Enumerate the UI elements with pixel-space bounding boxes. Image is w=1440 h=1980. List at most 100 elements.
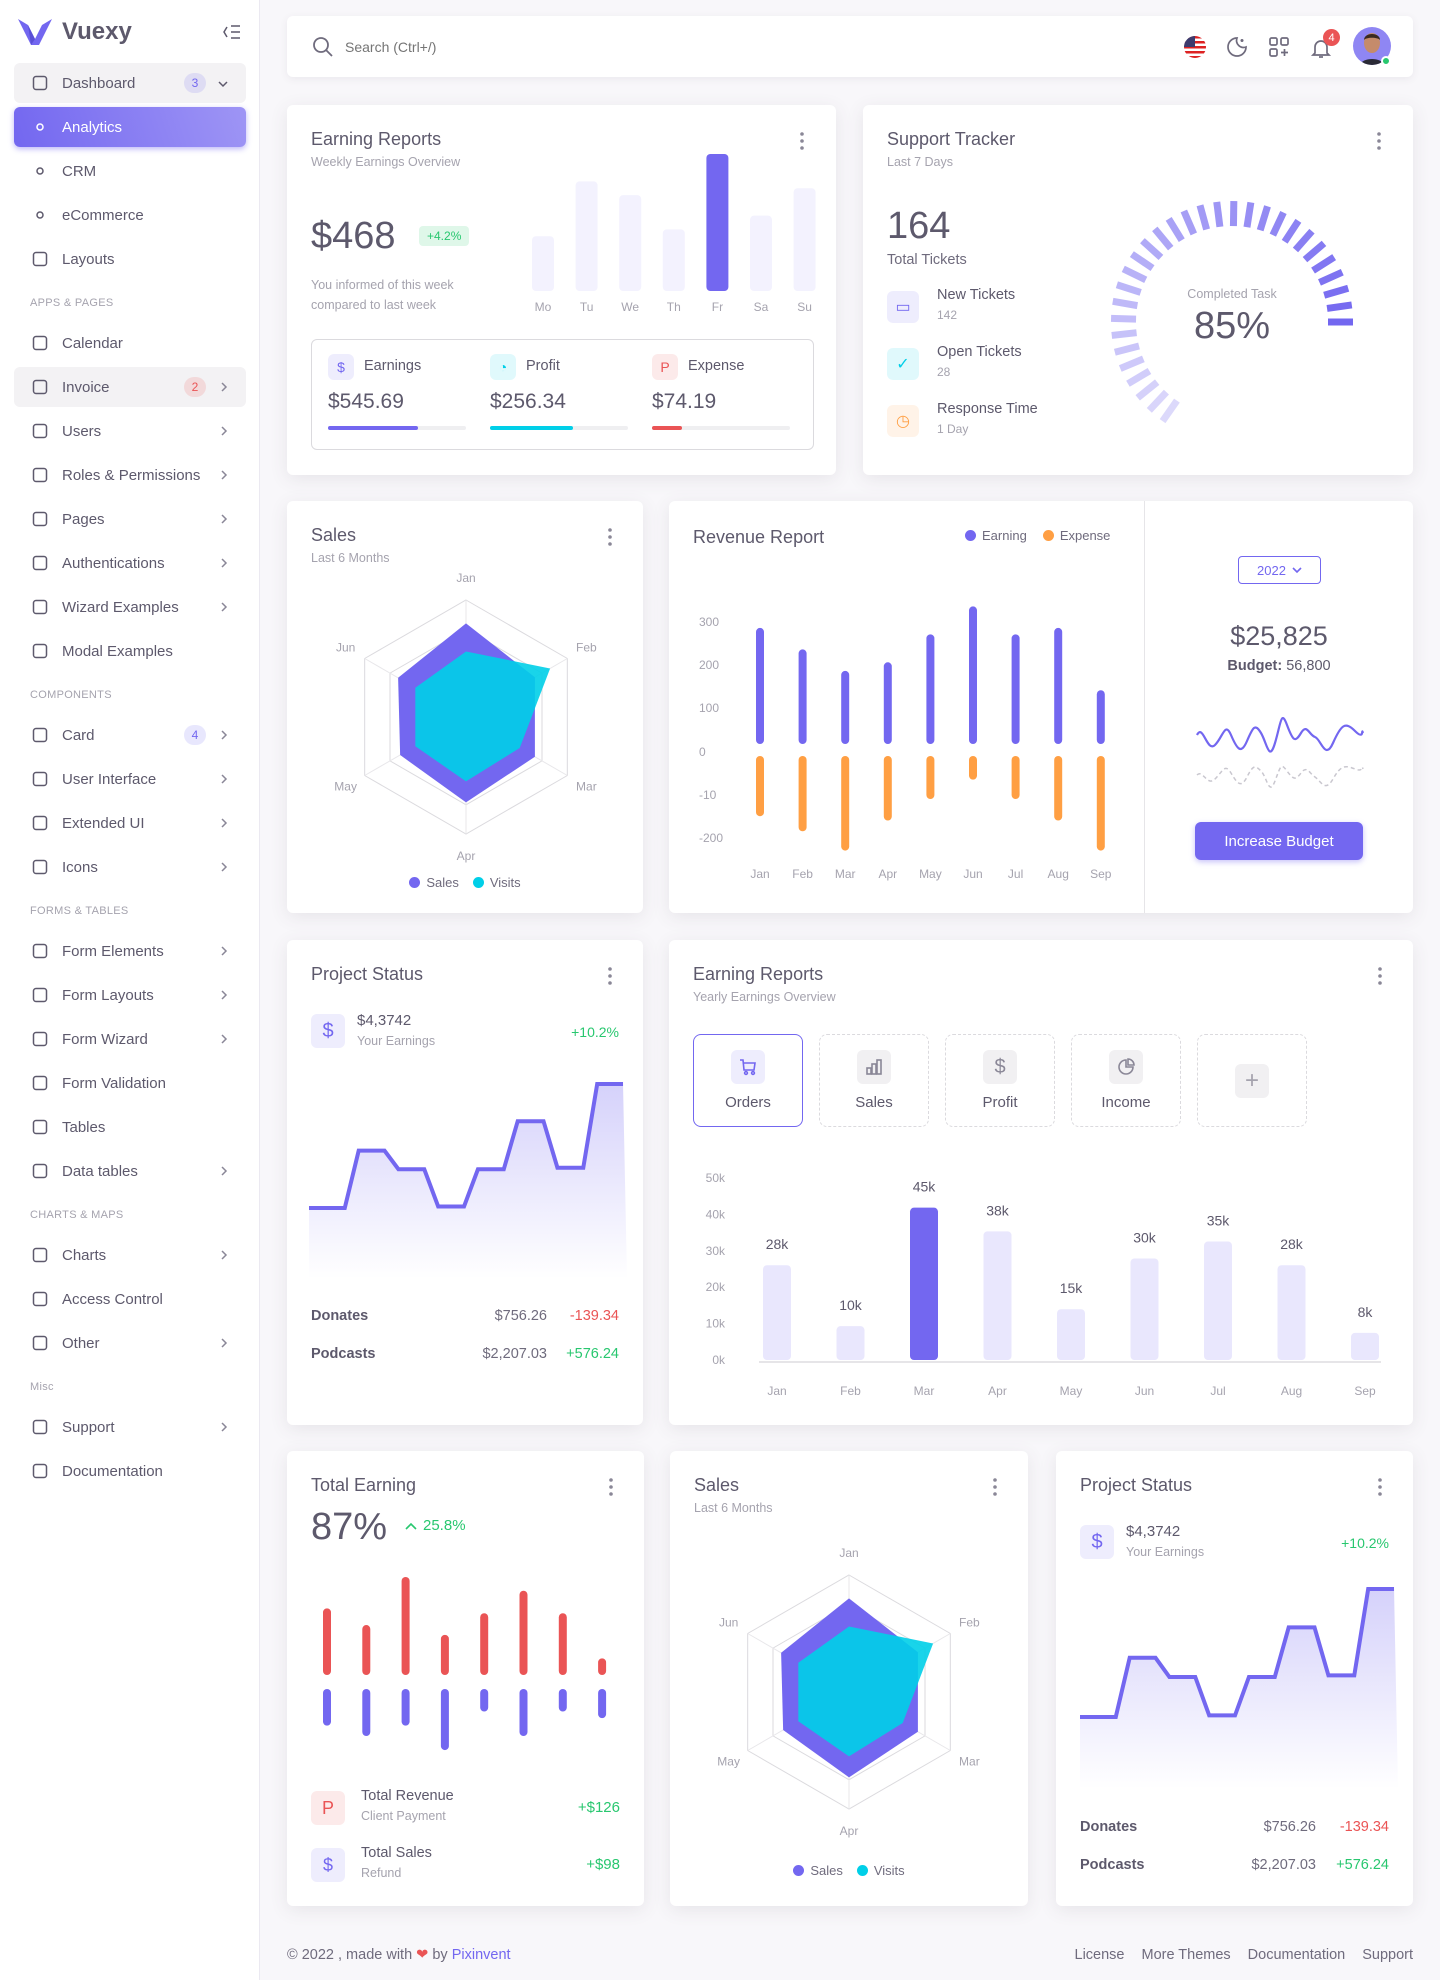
more-options-icon[interactable] <box>1377 1477 1383 1497</box>
sidebar-item-ecommerce[interactable]: eCommerce <box>14 195 246 235</box>
more-options-icon[interactable] <box>607 527 613 547</box>
more-options-icon[interactable] <box>992 1477 998 1497</box>
sidebar-item-form-elements[interactable]: Form Elements <box>14 931 246 971</box>
footer-link-more-themes[interactable]: More Themes <box>1141 1947 1231 1963</box>
gauge-segment <box>1256 205 1271 232</box>
yearly-earnings-bar-chart: 50k 40k 30k 20k 10k 0k 28k Jan 10k Feb 45k Mar 38k Ap… <box>706 1171 1381 1398</box>
tab-income[interactable]: Income <box>1071 1034 1181 1127</box>
shortcuts-grid-icon[interactable] <box>1267 35 1291 59</box>
tab-sales[interactable]: Sales <box>819 1034 929 1127</box>
gauge-segment <box>1323 284 1350 299</box>
legend-expense[interactable]: Expense <box>1042 528 1110 543</box>
increase-budget-button[interactable]: Increase Budget <box>1195 822 1363 860</box>
sidebar-item-calendar[interactable]: Calendar <box>14 323 246 363</box>
legend-visits[interactable]: Visits <box>472 875 521 890</box>
search-icon[interactable] <box>311 35 335 59</box>
ticket-stat-value: 28 <box>937 365 951 379</box>
footer-link-license[interactable]: License <box>1074 1947 1125 1963</box>
sidebar-item-support[interactable]: Support <box>14 1407 246 1447</box>
sidebar-item-documentation[interactable]: Documentation <box>14 1451 246 1491</box>
sidebar-item-pages[interactable]: Pages <box>14 499 246 539</box>
sidebar-item-layouts[interactable]: Layouts <box>14 239 246 279</box>
tab-orders[interactable]: Orders <box>693 1034 803 1127</box>
sidebar-item-other[interactable]: Other <box>14 1323 246 1363</box>
chevron-right-icon <box>220 555 228 571</box>
year-dropdown[interactable]: 2022 <box>1238 556 1321 584</box>
sidebar-item-card[interactable]: Card 4 <box>14 715 246 755</box>
terminal-icon <box>30 857 50 877</box>
more-options-icon[interactable] <box>608 1477 614 1497</box>
donates-label: Donates <box>1080 1819 1138 1835</box>
sidebar-item-analytics[interactable]: Analytics <box>14 107 246 147</box>
currency-dollar-icon: $ <box>311 1848 345 1882</box>
legend-sales[interactable]: Sales <box>793 1863 843 1878</box>
more-options-icon[interactable] <box>1377 966 1383 986</box>
sidebar-item-tables[interactable]: Tables <box>14 1107 246 1147</box>
search-input[interactable] <box>345 34 645 60</box>
footer-link-documentation[interactable]: Documentation <box>1247 1947 1346 1963</box>
project-status-card-2: Project Status $ $4,3742 Your Earnings +… <box>1056 1451 1413 1906</box>
sidebar-item-data-tables[interactable]: Data tables <box>14 1151 246 1191</box>
sidebar-item-invoice[interactable]: Invoice 2 <box>14 367 246 407</box>
weekly-earnings-chart: Mo Tu We Th Fr Sa Su <box>532 154 816 314</box>
legend-sales[interactable]: Sales <box>409 875 459 890</box>
sidebar-item-wizard-examples[interactable]: Wizard Examples <box>14 587 246 627</box>
radar-axis-label: Mar <box>576 780 597 794</box>
sidebar-item-crm[interactable]: CRM <box>14 151 246 191</box>
command-icon <box>30 1289 50 1309</box>
sidebar-item-access-control[interactable]: Access Control <box>14 1279 246 1319</box>
sidebar-item-extended-ui[interactable]: Extended UI <box>14 803 246 843</box>
expense-bar-apr <box>883 756 892 821</box>
item-label: Total Revenue <box>361 1788 454 1804</box>
sidebar-item-form-validation[interactable]: Form Validation <box>14 1063 246 1103</box>
sidebar-item-users[interactable]: Users <box>14 411 246 451</box>
sidebar-item-roles-permissions[interactable]: Roles & Permissions <box>14 455 246 495</box>
footer-link-support[interactable]: Support <box>1362 1947 1413 1963</box>
chevron-right-icon <box>220 379 228 395</box>
sidebar-item-label: Form Wizard <box>62 1030 148 1048</box>
user-avatar[interactable] <box>1353 27 1391 65</box>
card-subtitle: Last 6 Months <box>694 1501 773 1515</box>
legend-visits[interactable]: Visits <box>856 1863 905 1878</box>
gauge-segment <box>1146 389 1169 413</box>
more-options-icon[interactable] <box>1376 131 1382 151</box>
sidebar-item-modal-examples[interactable]: Modal Examples <box>14 631 246 671</box>
podcasts-value: $2,207.03 <box>482 1346 547 1362</box>
bar-tu <box>575 181 598 291</box>
currency-dollar-icon: $ <box>1080 1525 1114 1559</box>
sidebar-item-charts[interactable]: Charts <box>14 1235 246 1275</box>
us-flag-icon[interactable] <box>1183 35 1207 59</box>
chevron-right-icon <box>220 1335 228 1351</box>
shopping-cart-icon <box>731 1050 765 1084</box>
brand-logo[interactable]: Vuexy <box>18 18 132 46</box>
earnings-label: Your Earnings <box>357 1034 436 1048</box>
legend-earning[interactable]: Earning <box>965 528 1027 543</box>
year-value: 2022 <box>1257 562 1286 578</box>
sales-radar-chart: Jan Feb Mar Apr May Jun <box>334 571 597 863</box>
more-options-icon[interactable] <box>607 966 613 986</box>
y-tick-label: 20k <box>706 1280 726 1294</box>
tab-profit[interactable]: $ Profit <box>945 1034 1055 1127</box>
circle-icon <box>30 205 50 225</box>
ticket-icon: ▭ <box>887 291 919 323</box>
sidebar-item-authentications[interactable]: Authentications <box>14 543 246 583</box>
stat-progress-fill <box>490 426 573 430</box>
sidebar-item-label: Layouts <box>62 250 115 268</box>
currency-dollar-icon: $ <box>983 1050 1017 1084</box>
sidebar-item-user-interface[interactable]: User Interface <box>14 759 246 799</box>
sidebar-item-label: Roles & Permissions <box>62 466 201 484</box>
sidebar-item-icons[interactable]: Icons <box>14 847 246 887</box>
add-tab-button[interactable]: + <box>1197 1034 1307 1127</box>
sidebar-item-form-layouts[interactable]: Form Layouts <box>14 975 246 1015</box>
bar-sa <box>750 215 772 291</box>
sidebar-item-form-wizard[interactable]: Form Wizard <box>14 1019 246 1059</box>
collapse-menu-icon[interactable] <box>222 22 242 42</box>
gauge-segment <box>1243 201 1255 228</box>
bar-mo <box>532 236 554 291</box>
card-subtitle: Yearly Earnings Overview <box>693 990 836 1004</box>
more-options-icon[interactable] <box>799 131 805 151</box>
sidebar-item-dashboard[interactable]: Dashboard 3 <box>14 63 246 103</box>
author-link[interactable]: Pixinvent <box>451 1947 511 1963</box>
sidebar-item-label: Tables <box>62 1118 106 1136</box>
moon-stars-icon[interactable] <box>1225 35 1249 59</box>
